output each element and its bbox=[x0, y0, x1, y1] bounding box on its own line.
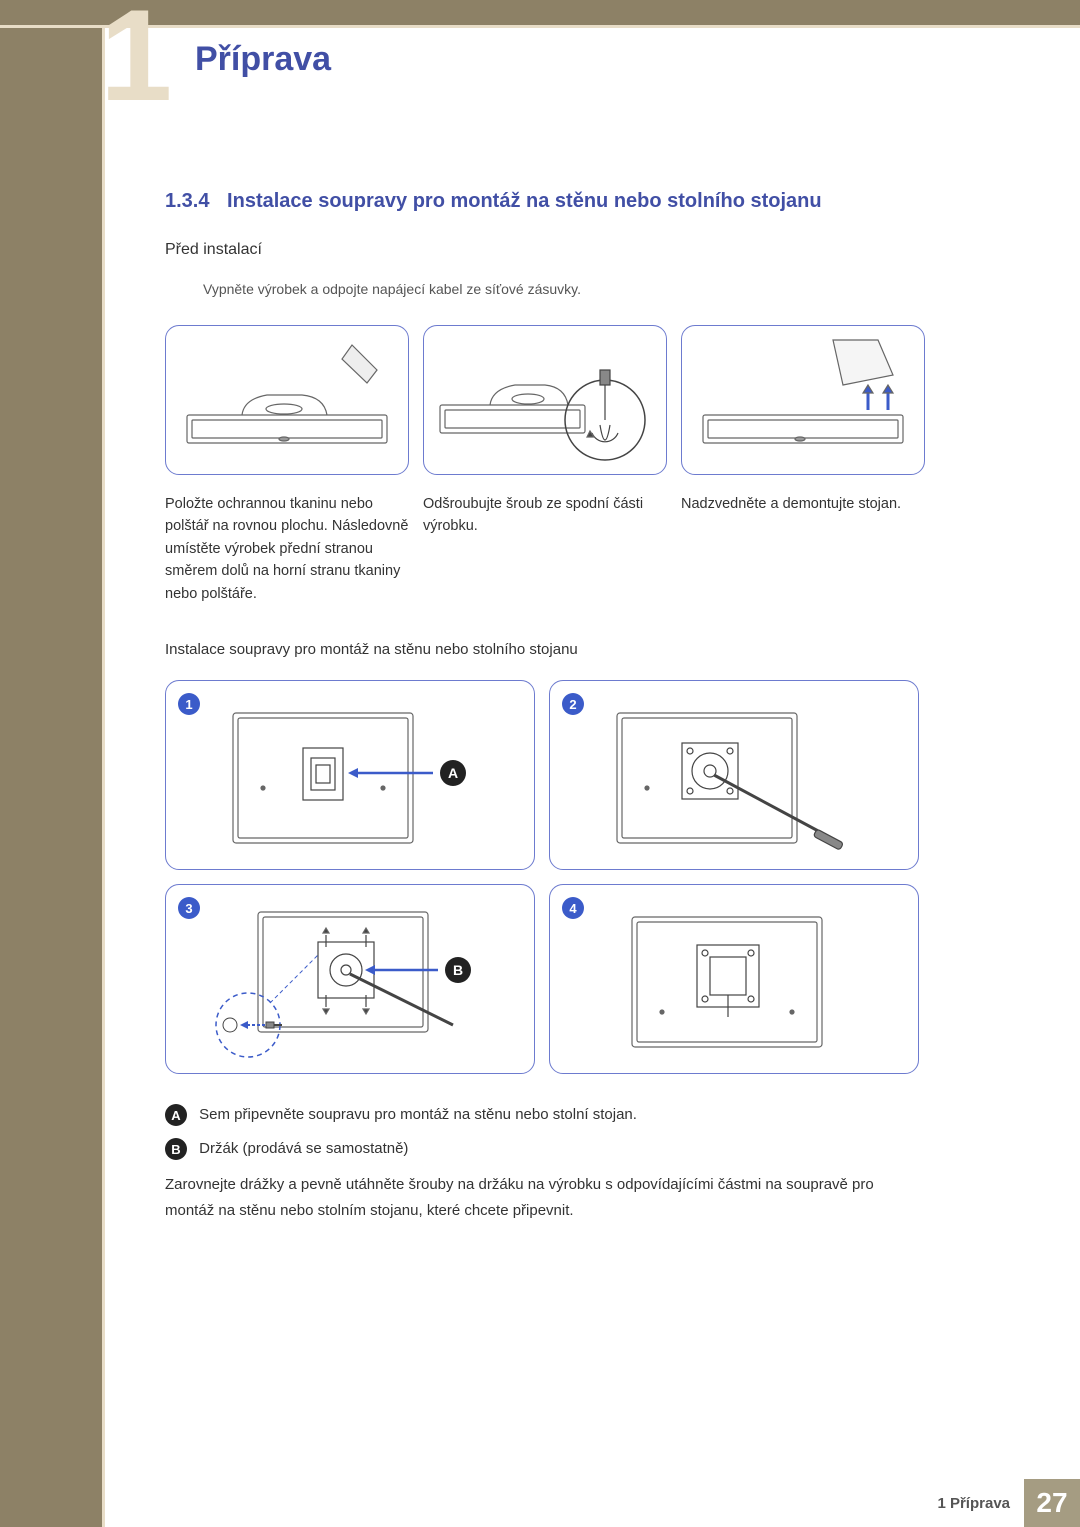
page-footer: 1 Příprava 27 bbox=[105, 1479, 1080, 1527]
install-step-2: 2 bbox=[549, 680, 919, 870]
chapter-number: 1 bbox=[100, 0, 172, 120]
section-title: Instalace soupravy pro montáž na stěnu n… bbox=[227, 190, 822, 212]
footer-label: 1 Příprava bbox=[937, 1479, 1024, 1527]
legend-b-text: Držák (prodává se samostatně) bbox=[199, 1140, 408, 1157]
section-heading: 1.3.4 Instalace soupravy pro montáž na s… bbox=[165, 190, 925, 213]
figure-remove-stand bbox=[681, 325, 925, 475]
chapter-title: Příprava bbox=[195, 40, 331, 79]
install-step-3: 3 bbox=[165, 884, 535, 1074]
pre-install-heading: Před instalací bbox=[165, 241, 925, 259]
final-paragraph: Zarovnejte drážky a pevně utáhněte šroub… bbox=[165, 1172, 925, 1223]
caption-3: Nadzvedněte a demontujte stojan. bbox=[681, 493, 925, 605]
page-number: 27 bbox=[1024, 1479, 1080, 1527]
caption-2: Odšroubujte šroub ze spodní části výrobk… bbox=[423, 493, 667, 605]
sidebar-stripe bbox=[0, 0, 105, 1527]
install-subtitle: Instalace soupravy pro montáž na stěnu n… bbox=[165, 641, 925, 658]
power-off-note: Vypněte výrobek a odpojte napájecí kabel… bbox=[203, 281, 925, 297]
svg-text:A: A bbox=[448, 765, 458, 781]
disassembly-figures-row bbox=[165, 325, 925, 475]
legend-b: B Držák (prodává se samostatně) bbox=[165, 1138, 925, 1160]
install-steps-grid: 1 A 2 bbox=[165, 680, 925, 1074]
legend-a: A Sem připevněte soupravu pro montáž na … bbox=[165, 1104, 925, 1126]
install-step-1: 1 A bbox=[165, 680, 535, 870]
badge-letter-b: B bbox=[165, 1138, 187, 1160]
badge-letter-a: A bbox=[165, 1104, 187, 1126]
svg-text:B: B bbox=[453, 962, 463, 978]
figure-unscrew bbox=[423, 325, 667, 475]
legend-a-text: Sem připevněte soupravu pro montáž na st… bbox=[199, 1106, 637, 1123]
disassembly-captions: Položte ochrannou tkaninu nebo polštář n… bbox=[165, 493, 925, 605]
section-number: 1.3.4 bbox=[165, 190, 209, 212]
caption-1: Položte ochrannou tkaninu nebo polštář n… bbox=[165, 493, 409, 605]
install-step-4: 4 bbox=[549, 884, 919, 1074]
figure-lay-down bbox=[165, 325, 409, 475]
page-content: 1.3.4 Instalace soupravy pro montáž na s… bbox=[165, 190, 925, 1223]
